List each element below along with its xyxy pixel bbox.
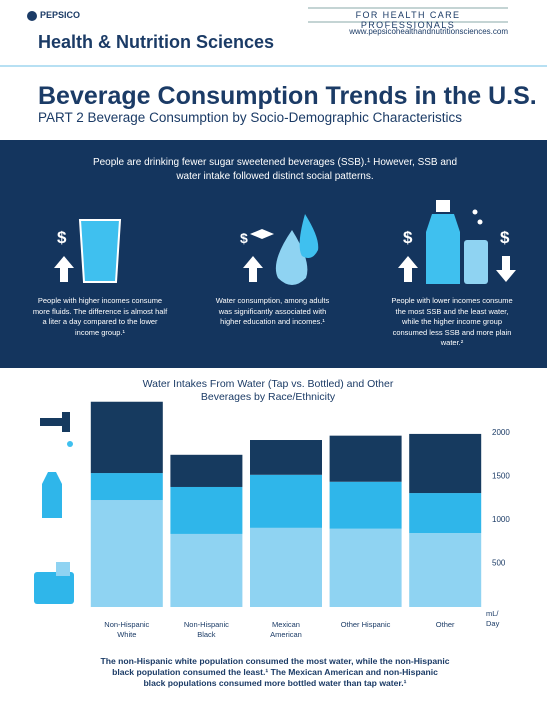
up-arrow [54,256,74,282]
up-arrow [398,256,418,282]
x-tick-label: Other [435,620,455,629]
up-arrow [243,256,263,282]
bar-segment [250,474,322,528]
chart-title: Water Intakes From Water (Tap vs. Bottle… [142,378,394,403]
dollar: $ [403,228,413,247]
dollar: $ [500,228,510,247]
beverages-icon [56,562,70,576]
bar-segment [90,500,163,607]
can-icon [464,240,488,284]
bar-segment [170,486,243,534]
url: www.pepsicohealthandnutritionsciences.co… [349,27,508,36]
bar-segment [170,533,243,607]
bar-segment [329,481,402,529]
bar-segment [409,533,482,607]
fact: Water consumption, among adults was sign… [215,296,330,326]
page-subtitle: PART 2 Beverage Consumption by Socio-Dem… [38,110,462,125]
tagline: FOR HEALTH CARE PROFESSIONALS [355,10,461,30]
logo [27,11,37,21]
drop [67,441,73,447]
down-arrow [496,256,516,282]
x-tick-label: Non-Hispanic White [104,620,150,639]
y-axis-label: mL/ Day [486,609,500,628]
bar-segment [329,528,402,607]
y-tick-label: 500 [492,559,506,568]
tap-icon [40,412,70,432]
bottle-icon [426,214,460,284]
fact: People with higher incomes consume more … [32,296,168,337]
bar-segment [250,440,322,475]
dollar: $ [57,228,67,247]
footer: The non-Hispanic white population consum… [100,656,450,688]
bar-segment [409,433,482,494]
bottle-icon [42,472,62,518]
bar-segment [329,435,402,482]
bar-segment [250,527,322,607]
x-tick-label: Non-Hispanic Black [183,620,229,639]
bar-segment [409,493,482,534]
dollar: $ [240,230,248,246]
header-title: Health & Nutrition Sciences [38,32,275,52]
bar-segment [170,454,243,487]
bar-segment [90,401,163,474]
drop-icon [275,230,308,285]
y-tick-label: 1000 [492,515,510,524]
bottle-cap [436,200,450,212]
brand: PEPSICO [40,10,81,20]
intro: People are drinking fewer sugar sweetene… [92,157,458,182]
x-tick-label: Other Hispanic [340,620,391,629]
y-tick-label: 1500 [492,472,510,481]
bar-segment [90,473,163,501]
page-title: Beverage Consumption Trends in the U.S. [38,82,537,110]
fact: People with lower incomes consume the mo… [391,296,513,347]
bubble [477,219,483,225]
bubble [472,209,478,215]
cap-icon [250,229,274,239]
drop-icon [299,214,319,258]
x-tick-label: Mexican American [270,620,302,639]
glass-icon [78,219,122,283]
y-tick-label: 2000 [492,428,510,437]
beverages-icon [34,572,74,604]
